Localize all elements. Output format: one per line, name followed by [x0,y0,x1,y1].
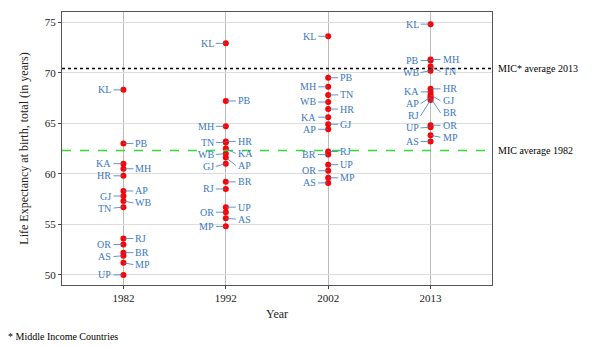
svg-text:KA: KA [96,158,111,169]
svg-text:55: 55 [45,218,57,230]
svg-text:MP: MP [199,221,214,232]
svg-text:RJ: RJ [408,110,419,121]
svg-text:OR: OR [200,207,214,218]
svg-text:AP: AP [135,185,148,196]
svg-text:KA: KA [238,148,253,159]
svg-text:MH: MH [443,54,459,65]
svg-text:AP: AP [406,98,419,109]
svg-text:AS: AS [238,214,251,225]
svg-text:AS: AS [98,251,111,262]
svg-text:2013: 2013 [420,292,443,304]
svg-text:KA: KA [404,86,419,97]
svg-text:GJ: GJ [203,161,214,172]
svg-text:75: 75 [45,16,57,28]
svg-text:TN: TN [340,89,353,100]
svg-text:OR: OR [443,120,457,131]
svg-text:50: 50 [45,269,57,281]
svg-text:BR: BR [302,149,316,160]
svg-text:TN: TN [443,66,456,77]
svg-text:WB: WB [300,96,316,107]
svg-text:WB: WB [135,197,151,208]
svg-text:1992: 1992 [215,292,237,304]
svg-text:AP: AP [238,160,251,171]
svg-text:GJ: GJ [100,191,111,202]
svg-text:MIC average 1982: MIC average 1982 [498,145,573,156]
svg-text:MIC* average 2013: MIC* average 2013 [498,63,578,74]
svg-text:RJ: RJ [203,183,214,194]
svg-text:HR: HR [238,136,252,147]
svg-text:AP: AP [303,124,316,135]
svg-text:1982: 1982 [112,292,134,304]
svg-text:AS: AS [406,136,419,147]
svg-text:WB: WB [198,149,214,160]
svg-text:AS: AS [303,177,316,188]
svg-text:65: 65 [45,117,57,129]
svg-text:WB: WB [403,67,419,78]
svg-text:KL: KL [303,31,316,42]
svg-text:OR: OR [97,239,111,250]
svg-text:RJ: RJ [135,233,146,244]
svg-text:OR: OR [302,165,316,176]
svg-text:MP: MP [135,259,150,270]
svg-text:MH: MH [198,121,214,132]
svg-text:60: 60 [45,168,57,180]
svg-text:* Middle Income Countries: * Middle Income Countries [8,331,118,342]
svg-text:TN: TN [98,203,111,214]
svg-text:GJ: GJ [340,119,351,130]
svg-text:UP: UP [340,159,353,170]
svg-text:Year: Year [266,307,288,321]
svg-text:PB: PB [340,72,353,83]
svg-text:KA: KA [301,112,316,123]
svg-text:TN: TN [201,137,214,148]
svg-text:HR: HR [340,104,354,115]
svg-text:MP: MP [443,132,458,143]
svg-text:PB: PB [406,55,419,66]
svg-text:HR: HR [443,83,457,94]
svg-text:BR: BR [443,107,457,118]
svg-text:HR: HR [97,170,111,181]
svg-text:KL: KL [98,84,111,95]
svg-text:Life Expectancy at birth, tota: Life Expectancy at birth, total (in year… [17,52,31,244]
svg-text:BR: BR [238,176,252,187]
svg-text:UP: UP [406,122,419,133]
svg-text:KL: KL [406,19,419,30]
svg-text:UP: UP [98,269,111,280]
svg-text:RJ: RJ [340,146,351,157]
svg-text:MP: MP [340,172,355,183]
svg-text:PB: PB [135,138,148,149]
svg-text:70: 70 [45,67,57,79]
svg-text:UP: UP [238,202,251,213]
svg-text:PB: PB [238,95,251,106]
svg-text:KL: KL [201,38,214,49]
svg-text:2002: 2002 [317,292,339,304]
svg-text:MH: MH [135,163,151,174]
svg-text:BR: BR [135,247,149,258]
svg-text:MH: MH [300,81,316,92]
svg-text:GJ: GJ [443,95,454,106]
